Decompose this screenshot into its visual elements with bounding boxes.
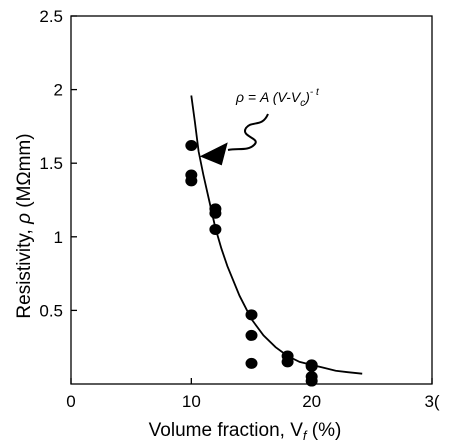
annotation-squiggle [227, 113, 269, 151]
data-point [245, 309, 258, 321]
y-axis-label: Resistivity, ρ (MΩmm) [14, 133, 35, 318]
data-point [245, 329, 258, 341]
y-tick-label: 1 [54, 228, 63, 247]
data-point [185, 140, 198, 152]
fit-equation: ρ = A (V-Vc)- t [235, 87, 320, 109]
data-point [209, 223, 222, 235]
x-axis-label: Volume fraction, Vf (%) [149, 420, 342, 443]
data-point [185, 175, 198, 187]
y-tick-label: 2.5 [39, 7, 63, 26]
data-point [305, 375, 318, 387]
plot-frame [70, 15, 433, 385]
x-tick-label: 10 [182, 392, 201, 411]
tick-labels: 0 10 20 3( 0.5 1 1.5 2 2.5 [39, 7, 440, 411]
y-tick-label: 2 [54, 81, 63, 100]
data-point [305, 360, 318, 372]
axis-ticks [70, 15, 433, 384]
x-tick-label: 0 [66, 392, 75, 411]
data-point [209, 207, 222, 219]
data-point [245, 357, 258, 369]
x-tick-label: 3( [424, 392, 439, 411]
data-point [281, 356, 294, 368]
x-tick-label: 20 [302, 392, 321, 411]
annotation-arrow [199, 142, 228, 166]
y-tick-label: 1.5 [39, 154, 63, 173]
y-tick-label: 0.5 [39, 301, 63, 320]
data-points [185, 140, 318, 387]
